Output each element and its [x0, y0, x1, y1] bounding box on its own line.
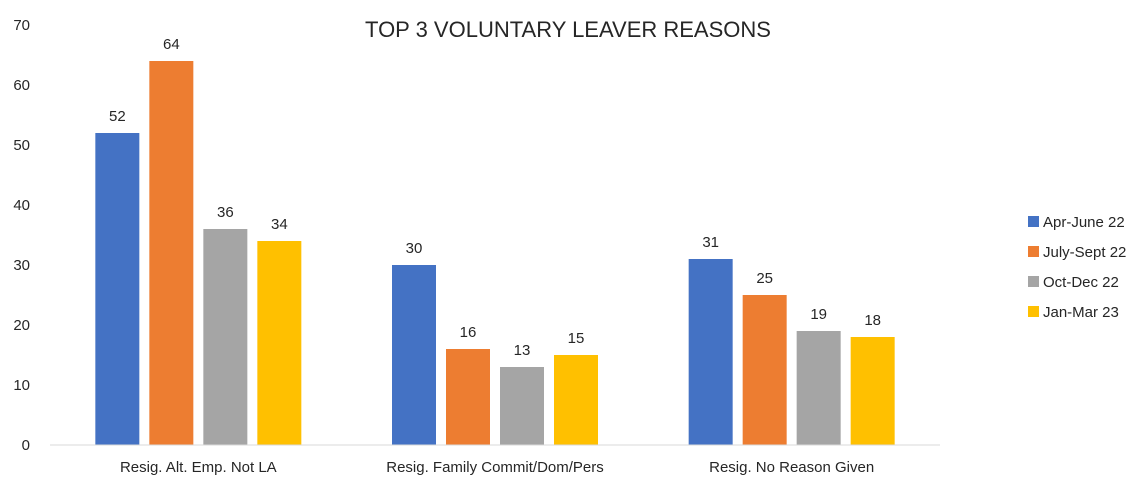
data-label: 30 — [406, 240, 423, 257]
bar — [500, 367, 544, 445]
bar — [554, 355, 598, 445]
bar — [149, 61, 194, 445]
x-category-label: Resig. No Reason Given — [709, 459, 874, 476]
data-label: 19 — [810, 306, 827, 323]
data-label: 34 — [271, 216, 288, 233]
bar — [850, 337, 895, 445]
y-tick-label: 40 — [13, 197, 30, 214]
data-label: 31 — [702, 234, 719, 251]
legend-swatch — [1028, 246, 1039, 257]
data-label: 16 — [460, 324, 477, 341]
y-tick-label: 30 — [13, 257, 30, 274]
x-axis: Resig. Alt. Emp. Not LA Resig. Family Com… — [120, 459, 874, 476]
data-label: 25 — [756, 270, 773, 287]
legend-swatch — [1028, 306, 1039, 317]
legend-swatch — [1028, 216, 1039, 227]
data-label: 18 — [864, 312, 881, 329]
data-label: 64 — [163, 36, 180, 53]
data-label: 52 — [109, 108, 126, 125]
data-label: 13 — [514, 342, 531, 359]
bar — [742, 295, 787, 445]
data-label: 36 — [217, 204, 234, 221]
y-tick-label: 70 — [13, 17, 30, 34]
x-category-label: Resig. Alt. Emp. Not LA — [120, 459, 277, 476]
legend-label: Apr-June 22 — [1043, 214, 1125, 231]
bar — [688, 259, 733, 445]
y-tick-label: 10 — [13, 377, 30, 394]
legend-label: July-Sept 22 — [1043, 244, 1126, 261]
legend-label: Jan-Mar 23 — [1043, 304, 1119, 321]
y-tick-label: 0 — [22, 437, 30, 454]
y-tick-label: 20 — [13, 317, 30, 334]
y-tick-label: 50 — [13, 137, 30, 154]
legend-swatch — [1028, 276, 1039, 287]
y-axis: 0 10 20 30 40 50 60 70 — [13, 17, 30, 454]
bars — [95, 61, 895, 445]
data-labels: 52 64 36 34 30 16 13 15 31 25 19 18 — [109, 36, 881, 359]
bar — [203, 229, 248, 445]
bar — [392, 265, 436, 445]
y-tick-label: 60 — [13, 77, 30, 94]
legend-label: Oct-Dec 22 — [1043, 274, 1119, 291]
chart-title: TOP 3 VOLUNTARY LEAVER REASONS — [365, 17, 771, 42]
data-label: 15 — [568, 330, 585, 347]
bar — [95, 133, 140, 445]
legend: Apr-June 22 July-Sept 22 Oct-Dec 22 Jan-Mar… — [1028, 214, 1126, 321]
bar — [446, 349, 490, 445]
x-category-label: Resig. Family Commit/Dom/Pers — [386, 459, 604, 476]
bar — [257, 241, 302, 445]
bar — [796, 331, 841, 445]
